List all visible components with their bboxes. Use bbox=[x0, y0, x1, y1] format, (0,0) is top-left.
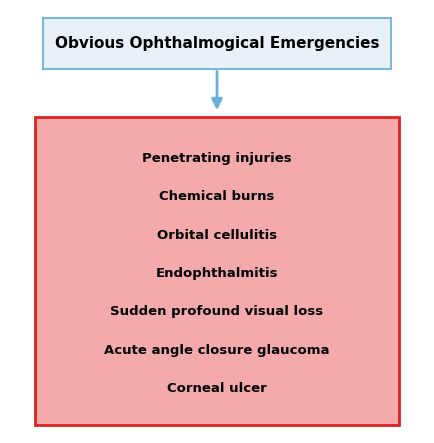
Text: Penetrating injuries: Penetrating injuries bbox=[142, 152, 292, 165]
Text: Acute angle closure glaucoma: Acute angle closure glaucoma bbox=[104, 344, 330, 357]
FancyBboxPatch shape bbox=[43, 18, 391, 69]
Text: Chemical burns: Chemical burns bbox=[159, 190, 275, 203]
Text: Obvious Ophthalmogical Emergencies: Obvious Ophthalmogical Emergencies bbox=[55, 36, 379, 51]
Text: Orbital cellulitis: Orbital cellulitis bbox=[157, 229, 277, 242]
FancyBboxPatch shape bbox=[35, 117, 399, 425]
Text: Sudden profound visual loss: Sudden profound visual loss bbox=[110, 305, 324, 319]
Text: Corneal ulcer: Corneal ulcer bbox=[167, 382, 267, 395]
Text: Endophthalmitis: Endophthalmitis bbox=[156, 267, 278, 280]
